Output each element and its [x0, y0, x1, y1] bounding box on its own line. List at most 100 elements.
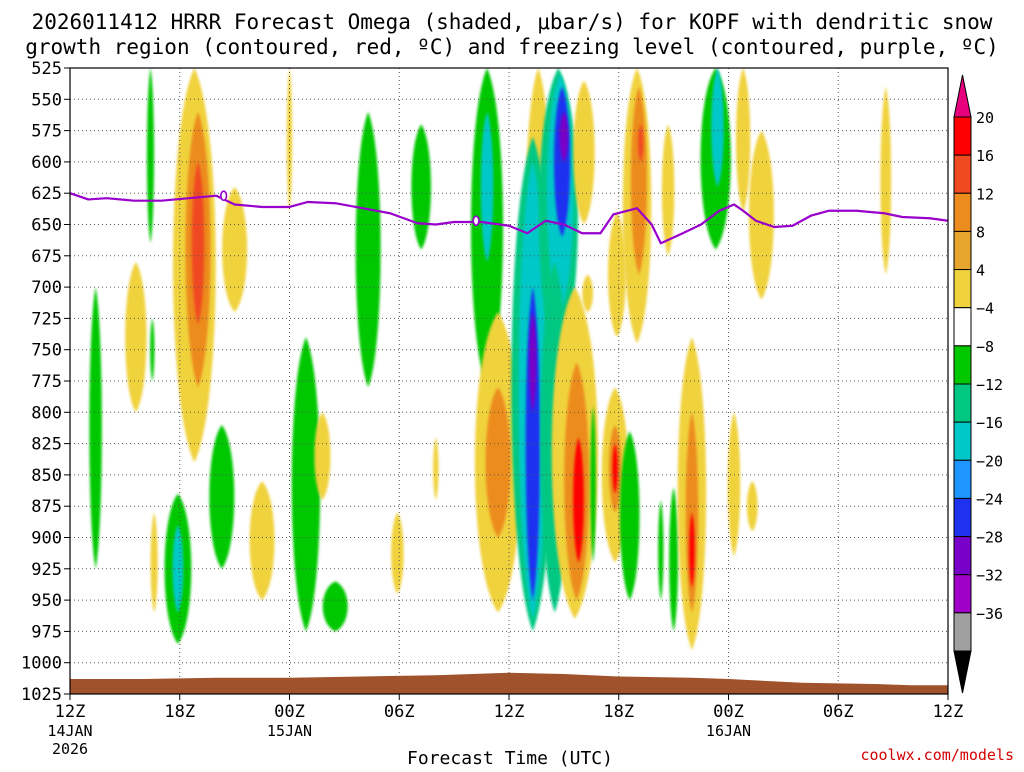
x-tick-date-label: 14JAN	[47, 722, 92, 740]
colorbar-bin	[953, 116, 972, 156]
omega-region	[880, 86, 892, 275]
colorbar-bin	[953, 383, 972, 423]
omega-region	[125, 262, 147, 413]
chart-title-line1: 2026011412 HRRR Forecast Omega (shaded, …	[32, 10, 993, 34]
colorbar-bin	[953, 612, 972, 652]
omega-region	[89, 287, 102, 569]
colorbar-label: −8	[976, 338, 994, 356]
colorbar-label: −32	[976, 567, 1003, 585]
omega-region	[573, 80, 595, 225]
omega-region	[638, 124, 644, 162]
x-tick-label: 12Z	[494, 702, 525, 722]
omega-region	[612, 443, 618, 494]
omega-region	[669, 487, 679, 632]
y-tick-label: 625	[31, 184, 62, 204]
omega-region	[559, 111, 569, 162]
omega-region	[608, 211, 626, 338]
y-tick-label: 525	[31, 59, 62, 79]
omega-region	[727, 412, 741, 557]
y-tick-label: 1025	[21, 685, 62, 705]
chart-title-line2: growth region (contoured, red, ºC) and f…	[25, 35, 999, 59]
omega-region	[286, 68, 293, 212]
y-tick-label: 750	[31, 341, 62, 361]
omega-region	[748, 130, 774, 300]
colorbar-label: 12	[976, 185, 994, 203]
freezing-level-line	[70, 192, 948, 245]
omega-region	[150, 512, 158, 613]
y-tick-label: 650	[31, 216, 62, 236]
y-tick-label: 800	[31, 403, 62, 423]
y-tick-label: 825	[31, 435, 62, 455]
y-tick-label: 600	[31, 153, 62, 173]
x-tick-label: 18Z	[164, 702, 195, 722]
x-tick-year-label: 2026	[52, 740, 88, 758]
x-tick-label: 18Z	[603, 702, 634, 722]
y-tick-label: 950	[31, 591, 62, 611]
colorbar-label: 4	[976, 262, 985, 280]
omega-region	[314, 412, 331, 500]
x-tick-date-label: 15JAN	[267, 722, 312, 740]
y-tick-label: 900	[31, 529, 62, 549]
omega-region	[146, 68, 155, 244]
colorbar-label: −36	[976, 605, 1003, 623]
x-axis-title: Forecast Time (UTC)	[407, 748, 613, 768]
colorbar-label: −20	[976, 452, 1003, 470]
omega-region	[619, 431, 640, 601]
x-tick-label: 06Z	[823, 702, 854, 722]
terrain-area	[70, 672, 948, 694]
omega-region	[485, 387, 511, 538]
omega-region	[322, 581, 348, 632]
omega-region	[685, 412, 699, 613]
y-tick-label: 1000	[21, 654, 62, 674]
colorbar-bin	[953, 421, 972, 461]
colorbar-label: 16	[976, 147, 994, 165]
omega-shading	[89, 68, 892, 651]
y-tick-label: 925	[31, 560, 62, 580]
y-tick-label: 675	[31, 247, 62, 267]
omega-region	[735, 68, 751, 212]
omega-region	[391, 512, 404, 594]
freezing-level-label-mark	[220, 190, 228, 202]
omega-region	[658, 499, 664, 601]
colorbar-bin	[953, 269, 972, 309]
y-tick-label: 975	[31, 622, 62, 642]
colorbar: 20 16 12 8 4 −4 −8 −12 −16 −20 −24 −28 −32 −36	[953, 74, 1003, 694]
colorbar-label: −16	[976, 414, 1003, 432]
x-tick-label: 06Z	[384, 702, 415, 722]
y-tick-label: 850	[31, 466, 62, 486]
omega-region	[150, 318, 155, 381]
colorbar-label: −12	[976, 376, 1003, 394]
x-tick-date-label: 16JAN	[706, 722, 751, 740]
omega-region	[209, 424, 235, 569]
x-tick-label: 00Z	[274, 702, 305, 722]
colorbar-bin	[953, 459, 972, 499]
x-tick-label: 12Z	[55, 702, 86, 722]
y-tick-label: 725	[31, 309, 62, 329]
colorbar-label: −24	[976, 490, 1003, 508]
omega-region	[661, 124, 675, 256]
omega-region	[411, 124, 432, 250]
omega-region	[573, 437, 584, 563]
colorbar-label: −4	[976, 300, 994, 318]
omega-region	[529, 312, 537, 413]
colorbar-bin	[953, 345, 972, 385]
y-tick-label: 550	[31, 90, 62, 110]
freezing-level-label-mark	[472, 215, 480, 227]
colorbar-bin	[953, 307, 972, 347]
omega-region	[172, 524, 184, 613]
freezing-level-contour	[70, 190, 948, 245]
omega-region	[191, 161, 205, 325]
y-tick-label: 700	[31, 278, 62, 298]
omega-region	[249, 481, 275, 601]
omega-region	[590, 406, 596, 563]
x-tick-label: 00Z	[713, 702, 744, 722]
y-axis: 525 550 575 600 625 650 675 700 725 750 775 800 825 8…	[21, 59, 70, 705]
omega-region	[291, 337, 321, 632]
terrain-fill	[70, 672, 948, 694]
omega-region	[525, 287, 540, 601]
colorbar-bin	[953, 192, 972, 232]
omega-region	[711, 68, 724, 187]
